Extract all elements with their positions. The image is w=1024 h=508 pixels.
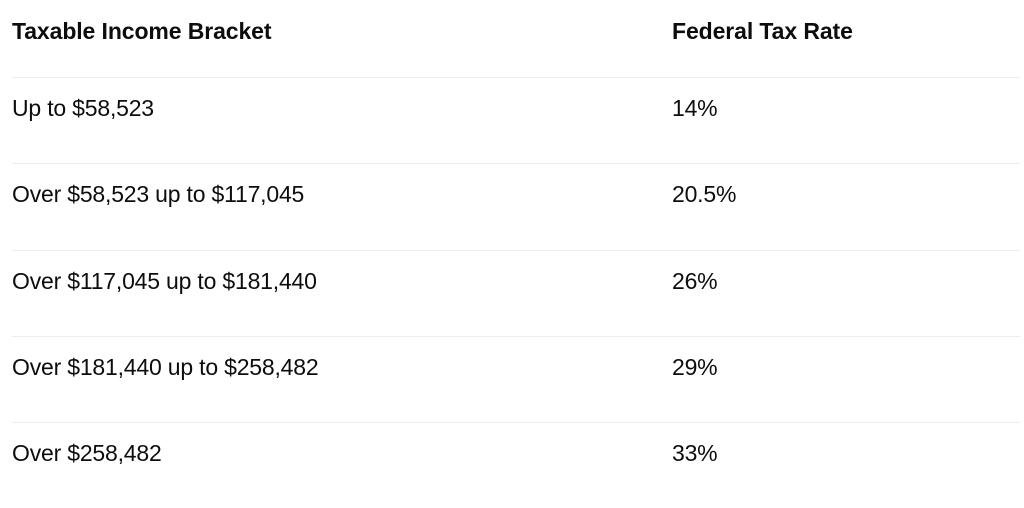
rate-cell: 26% [672, 267, 718, 294]
table-row: Up to $58,523 14% [12, 77, 1020, 163]
table-row: Over $258,482 33% [12, 422, 1020, 508]
rate-cell: 14% [672, 95, 718, 121]
bracket-cell: Up to $58,523 [12, 95, 154, 121]
table-row: Over $58,523 up to $117,045 20.5% [12, 163, 1020, 249]
bracket-cell: Over $117,045 up to $181,440 [12, 267, 317, 294]
table-header-row: Taxable Income Bracket Federal Tax Rate [12, 0, 1020, 77]
table-row: Over $181,440 up to $258,482 29% [12, 335, 1020, 422]
table-row: Over $117,045 up to $181,440 26% [12, 249, 1020, 336]
column-header-federal-tax-rate: Federal Tax Rate [672, 18, 853, 44]
bracket-cell: Over $258,482 [12, 440, 162, 467]
rate-cell: 33% [672, 440, 718, 467]
rate-cell: 20.5% [672, 181, 737, 208]
tax-brackets-table: Taxable Income Bracket Federal Tax Rate … [12, 0, 1020, 508]
column-header-taxable-income-bracket: Taxable Income Bracket [12, 18, 272, 44]
rate-cell: 29% [672, 353, 718, 380]
bracket-cell: Over $181,440 up to $258,482 [12, 353, 319, 380]
bracket-cell: Over $58,523 up to $117,045 [12, 181, 305, 208]
